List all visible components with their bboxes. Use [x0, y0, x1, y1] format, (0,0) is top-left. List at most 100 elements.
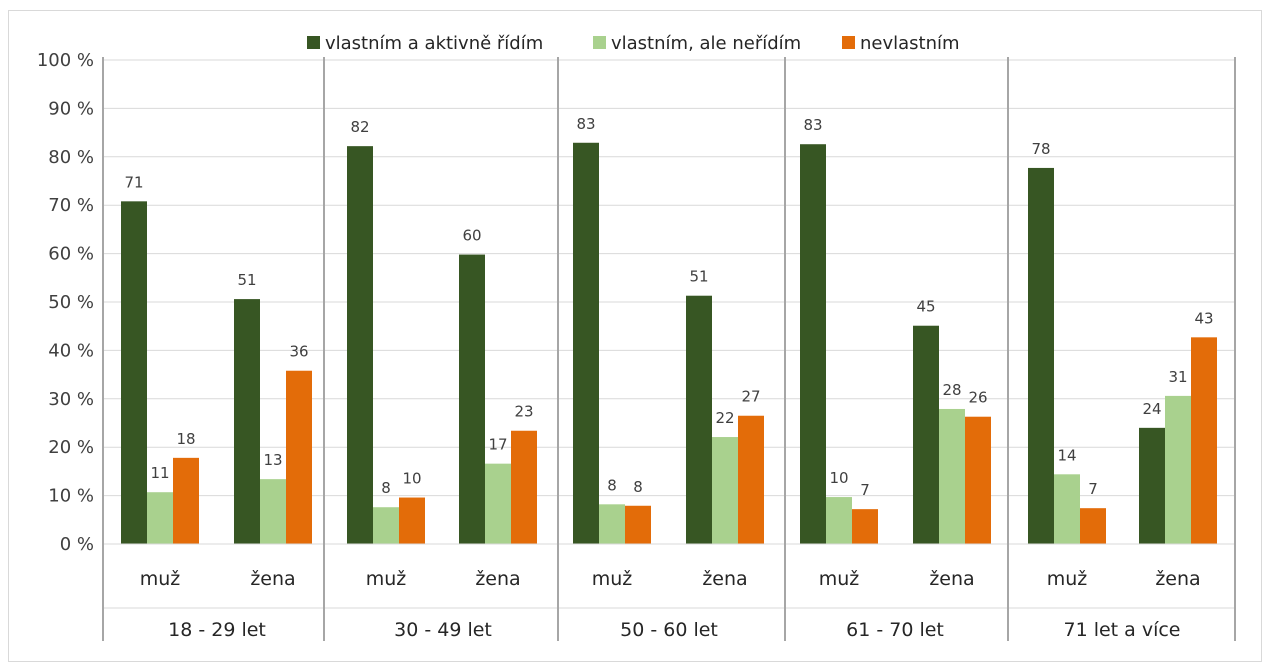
bar [800, 144, 826, 544]
legend-label: vlastním, ale neřídím [611, 33, 801, 54]
bar [286, 370, 312, 544]
bar [625, 505, 651, 544]
bar [599, 504, 625, 544]
bar [173, 457, 199, 544]
x-subcategory-label: žena [475, 568, 520, 590]
data-label: 83 [576, 115, 595, 133]
x-subcategory-label: muž [592, 568, 633, 590]
data-label: 27 [741, 388, 760, 406]
data-label: 17 [488, 436, 507, 454]
bar [260, 479, 286, 544]
y-tick-label: 70 % [48, 195, 94, 216]
bar [1080, 508, 1106, 544]
bar [712, 437, 738, 544]
bar [459, 254, 485, 544]
chart-frame: 0 % 10 % 20 % 30 % 40 % 50 % 60 % 70 % 80 % 90 % 1… [8, 10, 1262, 662]
x-group-label: 61 - 70 let [846, 619, 944, 641]
data-label: 26 [968, 389, 987, 407]
data-label: 8 [381, 479, 391, 497]
data-label: 43 [1194, 309, 1213, 327]
data-label: 13 [263, 451, 282, 469]
bar [939, 408, 965, 544]
bar [485, 463, 511, 544]
data-label: 24 [1142, 400, 1161, 418]
data-label: 7 [860, 481, 870, 499]
y-tick-label: 10 % [48, 486, 94, 507]
x-subcategory-label: muž [1047, 568, 1088, 590]
legend-label: vlastním a aktivně řídím [325, 33, 543, 54]
x-group-label: 30 - 49 let [394, 619, 492, 641]
y-axis: 0 % 10 % 20 % 30 % 40 % 50 % 60 % 70 % 80 % 90 % 1… [37, 50, 94, 555]
data-label: 71 [124, 173, 143, 191]
bar [686, 295, 712, 544]
data-label: 31 [1168, 368, 1187, 386]
bar [1191, 337, 1217, 544]
data-label: 10 [829, 469, 848, 487]
y-tick-label: 0 % [60, 534, 94, 555]
bar-chart: 0 % 10 % 20 % 30 % 40 % 50 % 60 % 70 % 80 % 90 % 1… [37, 33, 1236, 641]
legend-swatch [307, 36, 320, 49]
data-label: 8 [633, 478, 643, 496]
data-label: 18 [176, 430, 195, 448]
data-label: 10 [402, 470, 421, 488]
data-label: 51 [689, 268, 708, 286]
data-label: 8 [607, 476, 617, 494]
bar [738, 415, 764, 544]
data-label: 28 [942, 381, 961, 399]
data-label: 83 [803, 116, 822, 134]
bar [1054, 474, 1080, 544]
data-labels: 7151826083518345782411138178221028143118… [124, 115, 1213, 499]
y-tick-label: 80 % [48, 147, 94, 168]
data-label: 23 [514, 403, 533, 421]
legend-label: nevlastním [860, 33, 960, 54]
legend: vlastním a aktivně řídím vlastním, ale ne… [307, 33, 960, 54]
data-label: 51 [237, 271, 256, 289]
y-tick-label: 40 % [48, 340, 94, 361]
legend-swatch [842, 36, 855, 49]
x-subcategory-label: muž [366, 568, 407, 590]
bar [913, 325, 939, 544]
bars [121, 142, 1217, 545]
x-group-label: 71 let a více [1063, 619, 1180, 641]
x-subcategory-label: žena [702, 568, 747, 590]
bar [121, 201, 147, 544]
data-label: 45 [916, 298, 935, 316]
x-subcategory-label: žena [250, 568, 295, 590]
x-axis: muž žena 18 - 29 let muž žena 30 - 49 let muž ž… [102, 57, 1236, 641]
legend-swatch [593, 36, 606, 49]
bar [147, 492, 173, 544]
x-subcategory-label: žena [1155, 568, 1200, 590]
data-label: 36 [289, 343, 308, 361]
y-tick-label: 50 % [48, 292, 94, 313]
bar [826, 497, 852, 544]
data-label: 11 [150, 464, 169, 482]
bar [1139, 427, 1165, 544]
y-tick-label: 100 % [37, 50, 94, 71]
data-label: 78 [1031, 140, 1050, 158]
bar [234, 299, 260, 544]
y-tick-label: 60 % [48, 244, 94, 265]
x-subcategory-label: muž [819, 568, 860, 590]
x-subcategory-label: žena [929, 568, 974, 590]
data-label: 14 [1057, 446, 1076, 464]
bar [1028, 167, 1054, 544]
data-label: 7 [1088, 480, 1098, 498]
x-group-label: 50 - 60 let [620, 619, 718, 641]
y-tick-label: 20 % [48, 437, 94, 458]
bar [399, 497, 425, 544]
bar [965, 416, 991, 544]
x-subcategory-label: muž [140, 568, 181, 590]
data-label: 82 [350, 118, 369, 136]
x-group-label: 18 - 29 let [168, 619, 266, 641]
data-label: 22 [715, 409, 734, 427]
bar [373, 507, 399, 544]
bar [347, 146, 373, 545]
y-tick-label: 90 % [48, 98, 94, 119]
bar [573, 142, 599, 545]
y-tick-label: 30 % [48, 389, 94, 410]
bar [1165, 395, 1191, 544]
bar [852, 509, 878, 544]
bar [511, 430, 537, 544]
gridlines [102, 59, 1235, 545]
data-label: 60 [462, 227, 481, 245]
